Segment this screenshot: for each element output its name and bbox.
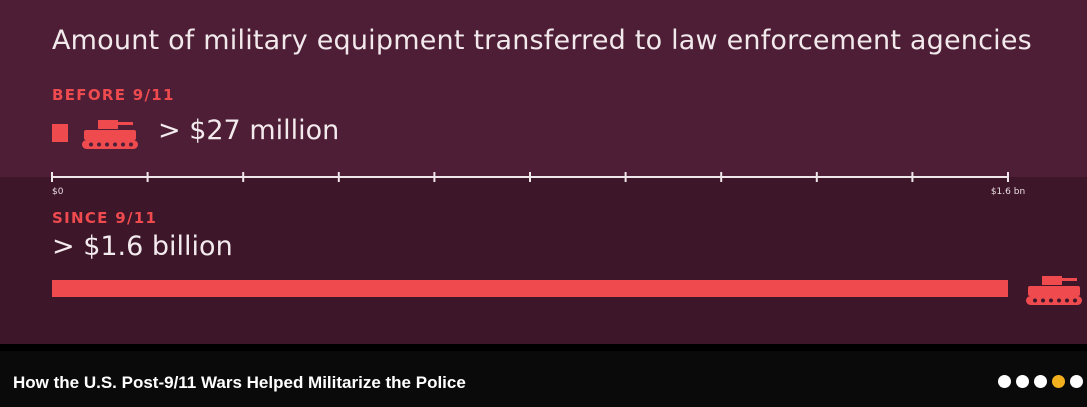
bar-since (52, 280, 1008, 297)
tank-icon (1026, 276, 1082, 305)
before-label: BEFORE 9/11 (52, 86, 175, 104)
bar-before (52, 124, 68, 142)
pagination-dot-1[interactable] (998, 375, 1011, 388)
panel-top-band (0, 0, 1087, 177)
chart-title: Amount of military equipment transferred… (52, 25, 1032, 56)
tick-label-start: $0 (52, 187, 64, 197)
since-label: SINCE 9/11 (52, 209, 158, 227)
pagination-dot-2[interactable] (1016, 375, 1029, 388)
panel-bottom-band (0, 177, 1087, 344)
x-axis (51, 172, 1009, 182)
footer-bar: How the U.S. Post-9/11 Wars Helped Milit… (0, 351, 1087, 407)
pagination-dot-5[interactable] (1070, 375, 1083, 388)
before-value: > $27 million (158, 115, 340, 146)
chart-panel: Amount of military equipment transferred… (0, 0, 1087, 344)
footer-title: How the U.S. Post-9/11 Wars Helped Milit… (13, 373, 466, 392)
tick-label-end: $1.6 bn (991, 187, 1025, 197)
since-value: > $1.6 billion (52, 231, 233, 262)
pagination-dot-4[interactable] (1052, 375, 1065, 388)
chart-svg: $0 $1.6 bn (51, 172, 1025, 297)
pagination-dot-3[interactable] (1034, 375, 1047, 388)
tank-icon (82, 120, 138, 149)
pagination-dots (998, 375, 1083, 388)
